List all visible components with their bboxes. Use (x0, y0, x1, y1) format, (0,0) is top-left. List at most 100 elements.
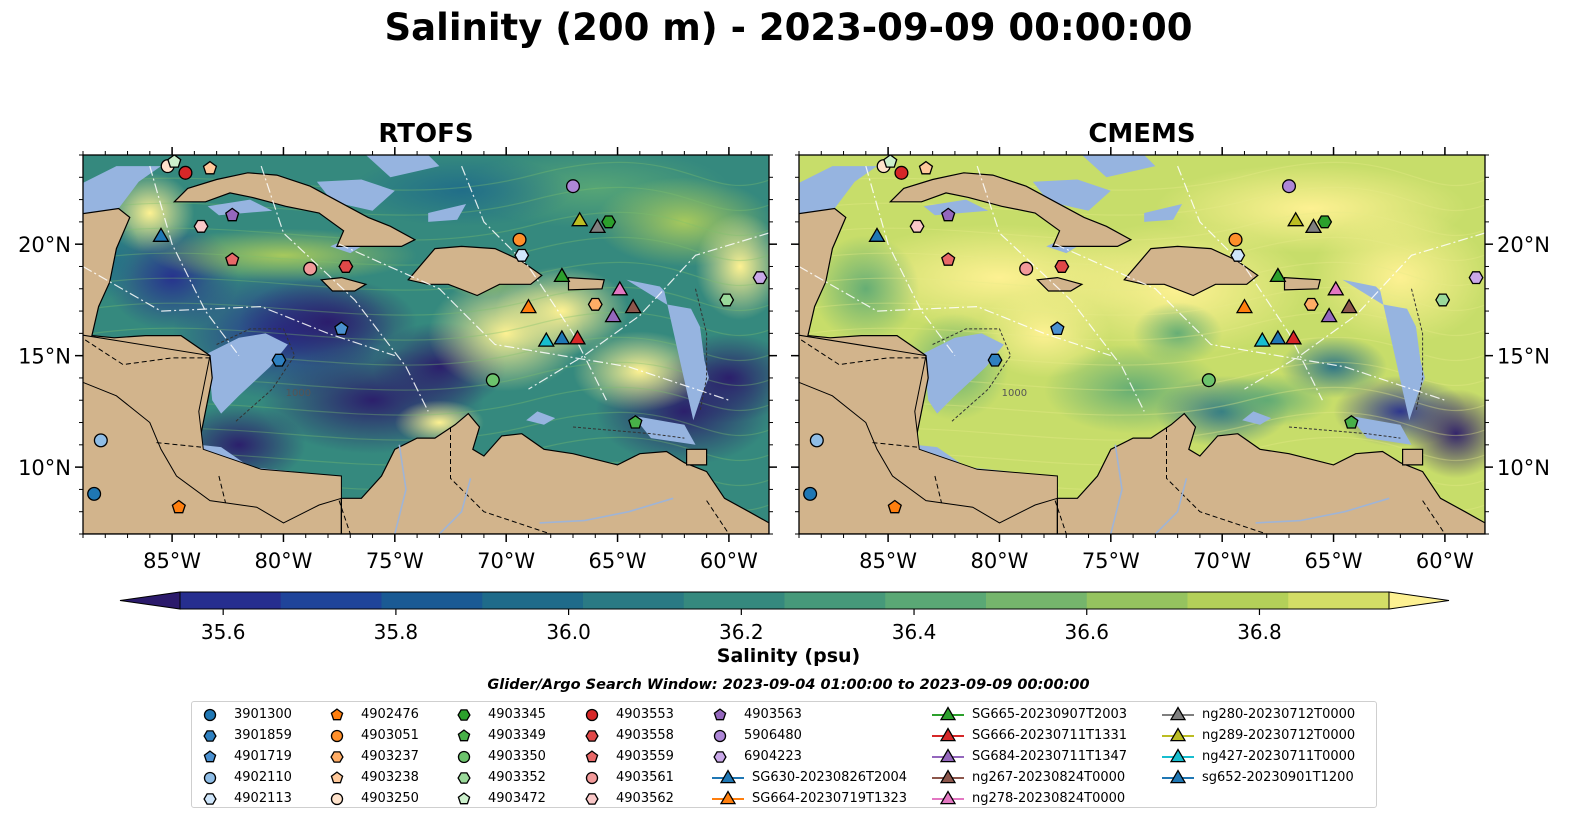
legend-swatch (457, 772, 471, 784)
legend-swatch (203, 750, 217, 763)
legend-swatch (330, 771, 344, 784)
marker-3901859 (271, 353, 287, 367)
x-tick-label: 85°W (859, 549, 917, 573)
border-line (934, 475, 942, 503)
legend-label: 4902110 (234, 770, 292, 785)
marker-4903345 (1317, 215, 1333, 229)
marker-4903472 (167, 155, 182, 168)
colorbar-tick-label: 35.8 (374, 620, 419, 644)
marker-4902476 (887, 499, 902, 514)
legend-swatch (330, 708, 344, 721)
shelf-area (428, 204, 467, 222)
legend-marker (457, 772, 471, 784)
shelf-area (316, 179, 395, 211)
land-trinidad (685, 448, 708, 466)
marker-SG665-20230907T2003 (553, 267, 571, 283)
legend-label: 4903345 (488, 707, 546, 722)
marker-4901719 (1050, 321, 1065, 336)
shelf-area (1032, 179, 1111, 211)
legend-marker (203, 730, 217, 742)
colorbar-tick-label: 36.4 (892, 620, 937, 644)
colorbar-segment (583, 592, 685, 609)
legend-marker (939, 769, 957, 784)
legend-label: SG666-20230711T1331 (972, 728, 1128, 743)
shelf-area (799, 166, 877, 214)
eez-line (83, 265, 395, 357)
river-line (1154, 478, 1188, 534)
land-cuba (172, 172, 417, 247)
border-line (450, 427, 551, 534)
marker-4903553 (178, 165, 193, 180)
legend-marker (330, 771, 344, 784)
legend-marker (203, 793, 217, 805)
legend-label: ng280-20230712T0000 (1202, 707, 1356, 722)
legend-swatch (203, 771, 217, 785)
legend-swatch (203, 708, 217, 722)
y-tick-label: 20°N (18, 233, 71, 257)
marker-ng280-20230712T0000 (588, 218, 607, 234)
legend-label: 4903558 (616, 728, 674, 743)
marker-4903051 (1228, 232, 1243, 247)
legend-label: SG665-20230907T2003 (972, 707, 1128, 722)
eez-line (260, 165, 429, 412)
legend-label: 4903250 (361, 791, 419, 806)
legend-swatch (1162, 706, 1194, 721)
legend-swatch (932, 727, 964, 742)
marker-4903051 (512, 232, 527, 247)
land-samerica (1056, 412, 1485, 534)
border-line (1422, 500, 1446, 534)
eez-line (149, 165, 240, 356)
legend-swatch (585, 708, 599, 722)
marker-4903237 (1303, 297, 1319, 311)
legend-label: 5906480 (744, 728, 802, 743)
legend-label: sg652-20230901T1200 (1202, 770, 1354, 785)
legend-marker (330, 708, 344, 721)
depth-contour (1288, 426, 1401, 439)
shelf-area (1342, 279, 1425, 421)
x-tick-label: 85°W (143, 549, 201, 573)
marker-5906480 (565, 179, 581, 194)
border-line (338, 500, 351, 534)
colorbar-segment (784, 592, 886, 609)
legend-marker (330, 729, 344, 743)
eez-line (528, 232, 769, 390)
x-tick-label: 65°W (589, 549, 647, 573)
land-puertorico (1283, 276, 1321, 291)
shelf-area (626, 279, 709, 421)
legend-label: 4903561 (616, 770, 674, 785)
legend-swatch (330, 792, 344, 806)
marker-SG630-20230826T2004 (152, 227, 170, 242)
x-tick-label: 65°W (1305, 549, 1363, 573)
marker-4903352 (1435, 293, 1451, 307)
colorbar-segment (381, 592, 483, 609)
legend-label: 6904223 (744, 749, 802, 764)
legend-marker (1169, 769, 1187, 784)
legend-swatch (457, 709, 471, 721)
river-line (394, 444, 407, 534)
land-trinidad (1401, 448, 1424, 466)
marker-SG630-20230826T2004 (868, 227, 886, 242)
shelf-area (526, 411, 556, 425)
marker-3901859 (987, 353, 1003, 367)
legend-marker (939, 727, 957, 742)
colorbar-segment (885, 592, 987, 609)
land-samerica (340, 412, 769, 534)
marker-ng280-20230712T0000 (1304, 218, 1323, 234)
marker-6904223 (752, 271, 768, 285)
x-tick-label: 80°W (254, 549, 312, 573)
legend-label: 4903349 (488, 728, 546, 743)
colorbar-tick-label: 36.2 (719, 620, 764, 644)
x-tick-label: 70°W (477, 549, 535, 573)
land-central-america (83, 334, 342, 524)
marker-4903237 (587, 297, 603, 311)
map-frame (798, 154, 1486, 535)
shelf-area (83, 166, 161, 214)
marker-4903562 (909, 219, 925, 233)
colorbar-segment (986, 592, 1088, 609)
marker-4903238 (202, 160, 218, 175)
depth-contour (932, 328, 1012, 423)
marker-sg652-20230901T1200 (553, 329, 571, 345)
legend-swatch (932, 769, 964, 784)
legend-marker (713, 729, 727, 743)
legend-swatch (932, 790, 964, 805)
